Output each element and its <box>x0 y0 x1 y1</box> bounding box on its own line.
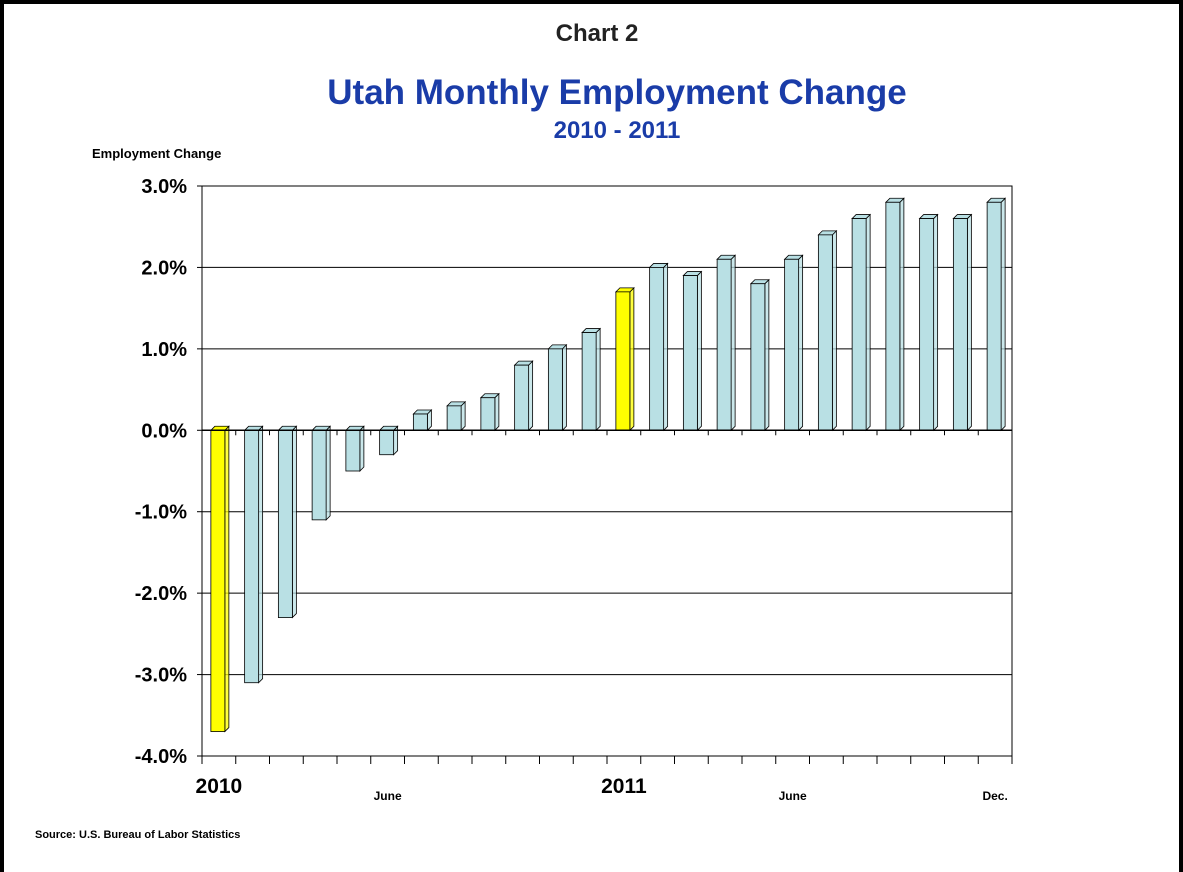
bar-feb-2011 <box>648 262 669 432</box>
y-tick-label-3: 0.0% <box>141 420 187 442</box>
y-tick-label-0: 3.0% <box>141 176 187 198</box>
x-tick-labels: 2010 June 2011 June Dec. <box>196 775 1008 803</box>
bar-oct-2011 <box>918 213 939 432</box>
y-tick-label-5: -2.0% <box>135 583 187 605</box>
x-tick-label-3: June <box>779 789 807 803</box>
y-tick-label-1: 2.0% <box>141 257 187 279</box>
x-tick-label-1: June <box>374 789 402 803</box>
bar-may-2010 <box>344 425 365 472</box>
bar-jul-2010 <box>412 409 433 432</box>
bar-jan-2011 <box>614 286 635 432</box>
bar-feb-2010 <box>243 425 264 684</box>
bars <box>209 197 1007 733</box>
bar-mar-2010 <box>277 425 298 619</box>
y-axis-title: Employment Change <box>92 146 221 161</box>
bar-apr-2011 <box>716 254 737 432</box>
bar-sep-2011 <box>884 197 905 432</box>
bar-dec-2010 <box>581 327 602 432</box>
bar-may-2011 <box>749 278 770 432</box>
chart-subtitle: 2010 - 2011 <box>554 117 681 144</box>
bar-jun-2011 <box>783 254 804 432</box>
source-note: Source: U.S. Bureau of Labor Statistics <box>35 829 240 841</box>
bar-nov-2010 <box>547 343 568 432</box>
y-tick-label-4: -1.0% <box>135 502 187 524</box>
x-tick-label-0: 2010 <box>196 775 243 798</box>
y-tick-label-2: 1.0% <box>141 339 187 361</box>
bar-jun-2010 <box>378 425 399 456</box>
axes <box>197 185 1013 764</box>
bar-nov-2011 <box>952 213 973 432</box>
x-tick-label-4: Dec. <box>982 789 1007 803</box>
bar-sep-2010 <box>479 392 500 432</box>
bar-jan-2010 <box>209 425 230 733</box>
x-tick-label-2: 2011 <box>601 775 647 798</box>
bar-aug-2010 <box>446 400 467 432</box>
chart-number: Chart 2 <box>556 20 639 47</box>
bar-jul-2011 <box>817 229 838 432</box>
bar-apr-2010 <box>311 425 332 521</box>
y-tick-label-6: -3.0% <box>135 665 187 687</box>
y-tick-labels: 3.0% 2.0% 1.0% 0.0% -1.0% -2.0% -3.0% -4.0% <box>135 176 187 768</box>
bar-oct-2010 <box>513 360 534 432</box>
y-tick-label-7: -4.0% <box>135 746 187 768</box>
bar-dec-2011 <box>986 197 1007 432</box>
bar-mar-2011 <box>682 270 703 432</box>
bar-aug-2011 <box>851 213 872 432</box>
chart-title: Utah Monthly Employment Change <box>327 73 906 112</box>
